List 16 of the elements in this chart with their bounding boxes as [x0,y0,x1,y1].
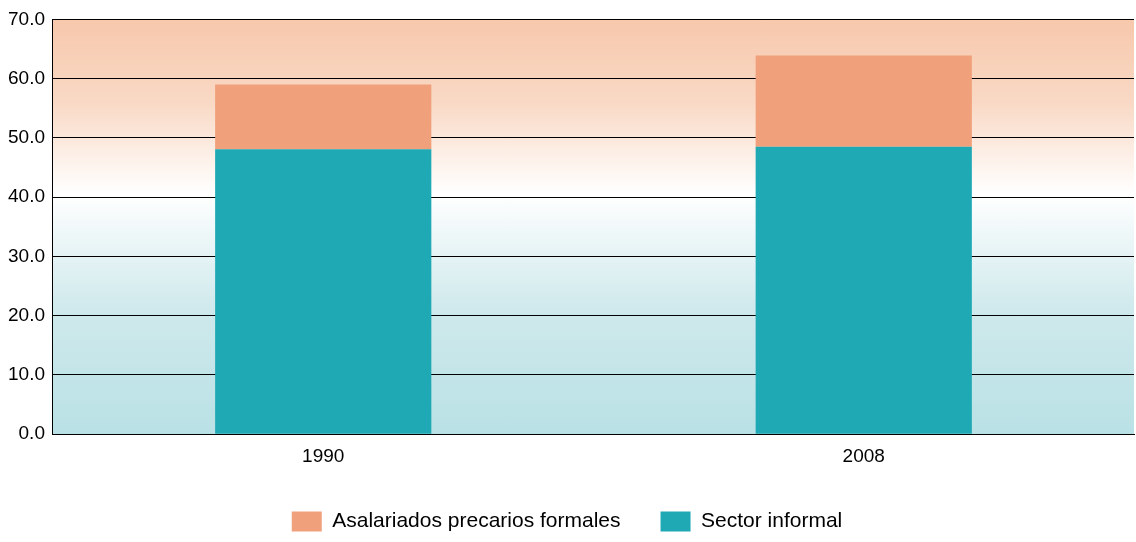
bar [755,146,972,434]
bar [215,84,432,150]
y-tick-label: 20.0 [8,303,45,325]
bar [755,55,972,147]
y-tick-label: 60.0 [8,66,45,88]
legend-label: Sector informal [701,508,843,532]
legend-label: Asalariados precarios formales [332,508,621,532]
y-tick-label: 30.0 [8,244,45,266]
y-tick-label: 40.0 [8,185,45,207]
y-tick-label: 70.0 [8,7,45,29]
y-tick-label: 0.0 [18,422,45,444]
x-tick-label: 1990 [302,444,345,466]
x-tick-label: 2008 [842,444,885,466]
bar [215,149,432,434]
y-tick-label: 10.0 [8,363,45,385]
y-tick-label: 50.0 [8,126,45,148]
